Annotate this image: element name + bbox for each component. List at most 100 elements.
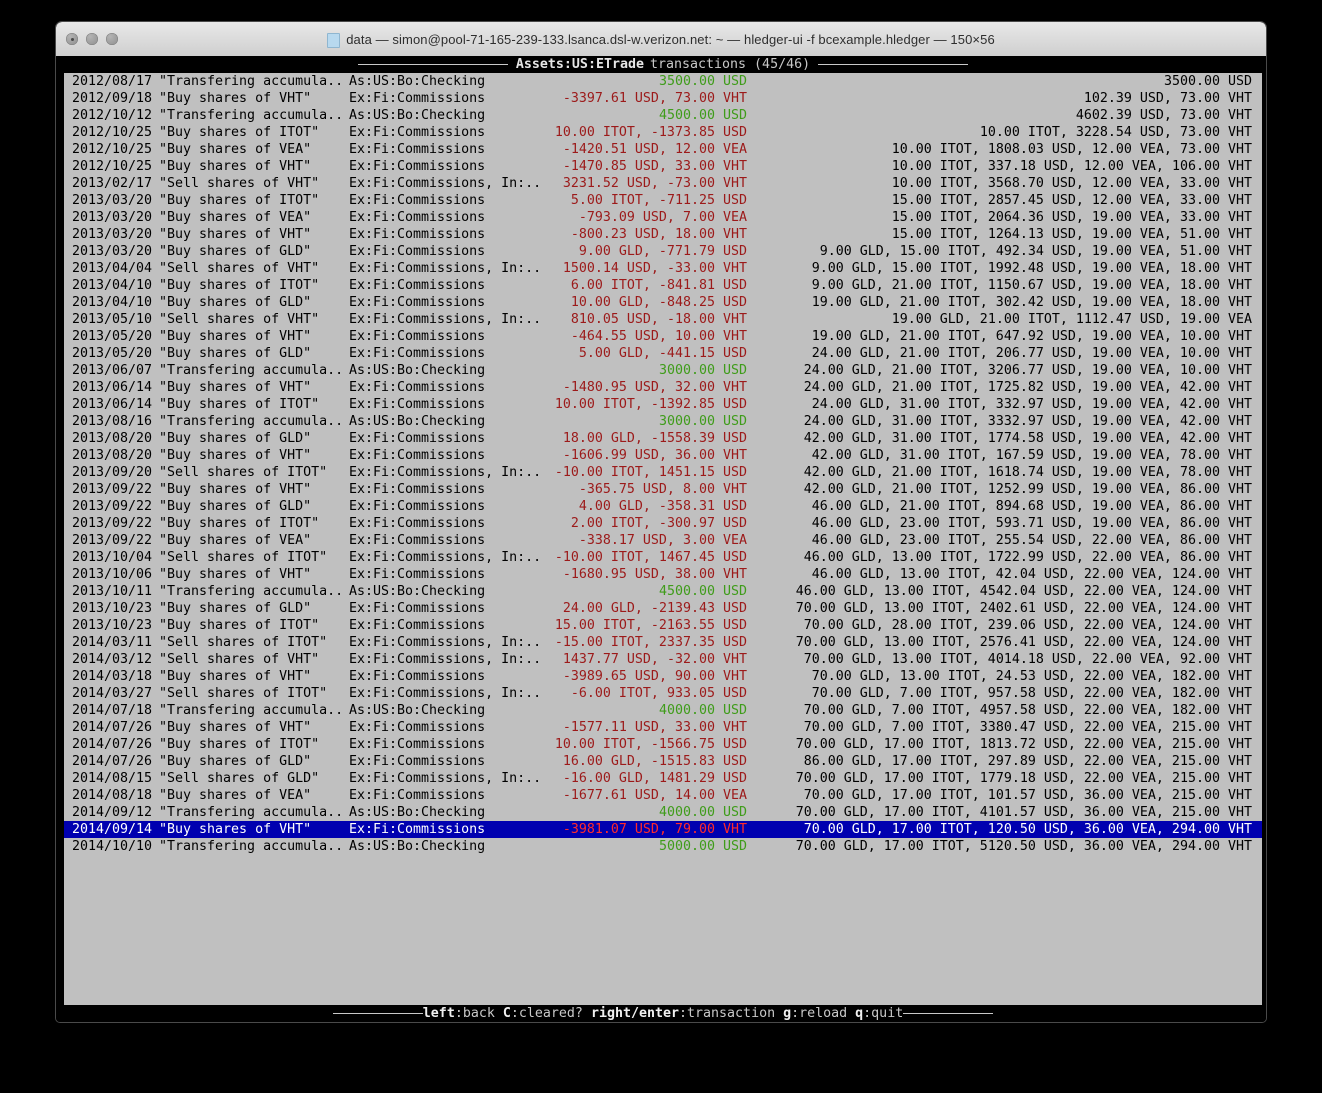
- row-balance: 46.00 GLD, 23.00 ITOT, 593.71 USD, 19.00…: [811, 516, 1252, 531]
- table-row[interactable]: 2013/03/20 "Buy shares of ITOT" Ex:Fi:Comm…: [64, 192, 1262, 209]
- row-account: As:US:Bo:Checking: [349, 108, 486, 123]
- table-row[interactable]: 2013/08/20 "Buy shares of GLD" Ex:Fi:Commi…: [64, 430, 1262, 447]
- row-date: 2013/09/20: [72, 465, 153, 480]
- row-account: Ex:Fi:Commissions: [349, 295, 486, 310]
- table-row[interactable]: 2013/08/20 "Buy shares of VHT" Ex:Fi:Commi…: [64, 447, 1262, 464]
- header-rule-left: [357, 64, 508, 65]
- row-amount: 1500.14 USD, -33.00 VHT: [562, 261, 747, 276]
- table-row[interactable]: 2012/10/12 "Transfering accumula.. As:US:B…: [64, 107, 1262, 124]
- row-amount: 16.00 GLD, -1515.83 USD: [562, 754, 747, 769]
- row-balance: 3500.00 USD: [1163, 74, 1252, 89]
- table-row[interactable]: 2013/09/22 "Buy shares of ITOT" Ex:Fi:Comm…: [64, 515, 1262, 532]
- row-date: 2013/05/20: [72, 329, 153, 344]
- row-account: Ex:Fi:Commissions: [349, 125, 486, 140]
- row-balance: 19.00 GLD, 21.00 ITOT, 647.92 USD, 19.00…: [811, 329, 1252, 344]
- row-balance: 70.00 GLD, 17.00 ITOT, 120.50 USD, 36.00…: [803, 822, 1252, 837]
- table-row[interactable]: 2014/07/18 "Transfering accumula.. As:US:B…: [64, 702, 1262, 719]
- app-header-bar: Assets:US:ETrade transactions (45/46): [64, 56, 1262, 73]
- row-amount: -16.00 GLD, 1481.29 USD: [562, 771, 747, 786]
- row-date: 2012/09/18: [72, 91, 153, 106]
- zoom-button[interactable]: [106, 33, 118, 45]
- table-row[interactable]: 2013/10/11 "Transfering accumula.. As:US:B…: [64, 583, 1262, 600]
- table-row[interactable]: 2014/08/15 "Sell shares of GLD" Ex:Fi:Comm…: [64, 770, 1262, 787]
- row-amount: 5000.00 USD: [658, 839, 747, 854]
- table-row[interactable]: 2012/10/25 "Buy shares of VHT" Ex:Fi:Commi…: [64, 158, 1262, 175]
- row-balance: 10.00 ITOT, 1808.03 USD, 12.00 VEA, 73.0…: [891, 142, 1252, 157]
- row-description: "Transfering accumula..: [159, 414, 344, 429]
- row-account: Ex:Fi:Commissions: [349, 720, 486, 735]
- row-balance: 46.00 GLD, 21.00 ITOT, 894.68 USD, 19.00…: [811, 499, 1252, 514]
- row-description: "Buy shares of VHT": [159, 720, 312, 735]
- table-row[interactable]: 2012/10/25 "Buy shares of VEA" Ex:Fi:Commi…: [64, 141, 1262, 158]
- row-date: 2014/07/18: [72, 703, 153, 718]
- row-balance: 70.00 GLD, 7.00 ITOT, 957.58 USD, 22.00 …: [811, 686, 1252, 701]
- close-button[interactable]: [66, 33, 78, 45]
- row-account: Ex:Fi:Commissions: [349, 210, 486, 225]
- table-row[interactable]: 2014/03/12 "Sell shares of VHT" Ex:Fi:Comm…: [64, 651, 1262, 668]
- row-date: 2012/10/25: [72, 142, 153, 157]
- table-row[interactable]: 2013/10/04 "Sell shares of ITOT" Ex:Fi:Com…: [64, 549, 1262, 566]
- row-account: Ex:Fi:Commissions: [349, 754, 486, 769]
- row-account: As:US:Bo:Checking: [349, 584, 486, 599]
- table-row[interactable]: 2014/07/26 "Buy shares of VHT" Ex:Fi:Commi…: [64, 719, 1262, 736]
- table-row[interactable]: 2013/04/04 "Sell shares of VHT" Ex:Fi:Comm…: [64, 260, 1262, 277]
- transactions-list[interactable]: 2012/08/17 "Transfering accumula.. As:US:B…: [64, 73, 1262, 1005]
- row-date: 2013/06/07: [72, 363, 153, 378]
- table-row[interactable]: 2014/08/18 "Buy shares of VEA" Ex:Fi:Commi…: [64, 787, 1262, 804]
- table-row[interactable]: 2013/09/22 "Buy shares of VEA" Ex:Fi:Commi…: [64, 532, 1262, 549]
- table-row[interactable]: 2013/06/07 "Transfering accumula.. As:US:B…: [64, 362, 1262, 379]
- table-row[interactable]: 2013/09/22 "Buy shares of GLD" Ex:Fi:Commi…: [64, 498, 1262, 515]
- row-account: Ex:Fi:Commissions: [349, 601, 486, 616]
- table-row[interactable]: 2014/03/18 "Buy shares of VHT" Ex:Fi:Commi…: [64, 668, 1262, 685]
- row-date: 2014/09/14: [72, 822, 153, 837]
- row-account: As:US:Bo:Checking: [349, 74, 486, 89]
- row-date: 2014/03/18: [72, 669, 153, 684]
- table-row[interactable]: 2012/09/18 "Buy shares of VHT" Ex:Fi:Commi…: [64, 90, 1262, 107]
- table-row[interactable]: 2014/09/12 "Transfering accumula.. As:US:B…: [64, 804, 1262, 821]
- row-description: "Sell shares of VHT": [159, 176, 320, 191]
- terminal-window: data — simon@pool-71-165-239-133.lsanca.…: [56, 22, 1266, 1022]
- table-row[interactable]: 2014/10/10 "Transfering accumula.. As:US:B…: [64, 838, 1262, 855]
- table-row[interactable]: 2013/03/20 "Buy shares of VHT" Ex:Fi:Commi…: [64, 226, 1262, 243]
- table-row[interactable]: 2014/03/11 "Sell shares of ITOT" Ex:Fi:Com…: [64, 634, 1262, 651]
- table-row[interactable]: 2013/05/10 "Sell shares of VHT" Ex:Fi:Comm…: [64, 311, 1262, 328]
- table-row[interactable]: 2013/04/10 "Buy shares of ITOT" Ex:Fi:Comm…: [64, 277, 1262, 294]
- row-account: Ex:Fi:Commissions, In:..: [349, 261, 542, 276]
- row-amount: 2.00 ITOT, -300.97 USD: [570, 516, 747, 531]
- table-row[interactable]: 2013/04/10 "Buy shares of GLD" Ex:Fi:Commi…: [64, 294, 1262, 311]
- row-description: "Buy shares of VHT": [159, 159, 312, 174]
- table-row[interactable]: 2013/10/06 "Buy shares of VHT" Ex:Fi:Commi…: [64, 566, 1262, 583]
- row-description: "Buy shares of ITOT": [159, 397, 320, 412]
- table-row[interactable]: 2013/05/20 "Buy shares of GLD" Ex:Fi:Commi…: [64, 345, 1262, 362]
- table-row[interactable]: 2014/03/27 "Sell shares of ITOT" Ex:Fi:Com…: [64, 685, 1262, 702]
- row-amount: -1420.51 USD, 12.00 VEA: [562, 142, 747, 157]
- table-row[interactable]: 2013/05/20 "Buy shares of VHT" Ex:Fi:Commi…: [64, 328, 1262, 345]
- table-row[interactable]: 2013/08/16 "Transfering accumula.. As:US:B…: [64, 413, 1262, 430]
- table-row[interactable]: 2013/03/20 "Buy shares of GLD" Ex:Fi:Commi…: [64, 243, 1262, 260]
- table-row[interactable]: 2013/06/14 "Buy shares of ITOT" Ex:Fi:Comm…: [64, 396, 1262, 413]
- row-description: "Buy shares of VHT": [159, 822, 312, 837]
- row-account: Ex:Fi:Commissions: [349, 278, 486, 293]
- minimize-button[interactable]: [86, 33, 98, 45]
- row-balance: 86.00 GLD, 17.00 ITOT, 297.89 USD, 22.00…: [803, 754, 1252, 769]
- table-row[interactable]: 2012/08/17 "Transfering accumula.. As:US:B…: [64, 73, 1262, 90]
- table-row[interactable]: 2012/10/25 "Buy shares of ITOT" Ex:Fi:Comm…: [64, 124, 1262, 141]
- table-row[interactable]: 2013/02/17 "Sell shares of VHT" Ex:Fi:Comm…: [64, 175, 1262, 192]
- window-title-text: data — simon@pool-71-165-239-133.lsanca.…: [346, 31, 995, 47]
- row-amount: 3000.00 USD: [658, 363, 747, 378]
- table-row[interactable]: 2013/10/23 "Buy shares of ITOT" Ex:Fi:Comm…: [64, 617, 1262, 634]
- window-titlebar[interactable]: data — simon@pool-71-165-239-133.lsanca.…: [56, 22, 1266, 57]
- table-row[interactable]: 2014/09/14 "Buy shares of VHT" Ex:Fi:Commi…: [64, 821, 1262, 838]
- table-row[interactable]: 2013/10/23 "Buy shares of GLD" Ex:Fi:Commi…: [64, 600, 1262, 617]
- row-date: 2013/04/04: [72, 261, 153, 276]
- table-row[interactable]: 2014/07/26 "Buy shares of GLD" Ex:Fi:Commi…: [64, 753, 1262, 770]
- table-row[interactable]: 2013/03/20 "Buy shares of VEA" Ex:Fi:Commi…: [64, 209, 1262, 226]
- table-row[interactable]: 2014/07/26 "Buy shares of ITOT" Ex:Fi:Comm…: [64, 736, 1262, 753]
- row-amount: 4.00 GLD, -358.31 USD: [578, 499, 747, 514]
- table-row[interactable]: 2013/09/20 "Sell shares of ITOT" Ex:Fi:Com…: [64, 464, 1262, 481]
- row-description: "Buy shares of VEA": [159, 533, 312, 548]
- row-account: Ex:Fi:Commissions, In:..: [349, 652, 542, 667]
- table-row[interactable]: 2013/06/14 "Buy shares of VHT" Ex:Fi:Commi…: [64, 379, 1262, 396]
- table-row[interactable]: 2013/09/22 "Buy shares of VHT" Ex:Fi:Commi…: [64, 481, 1262, 498]
- row-description: "Sell shares of VHT": [159, 312, 320, 327]
